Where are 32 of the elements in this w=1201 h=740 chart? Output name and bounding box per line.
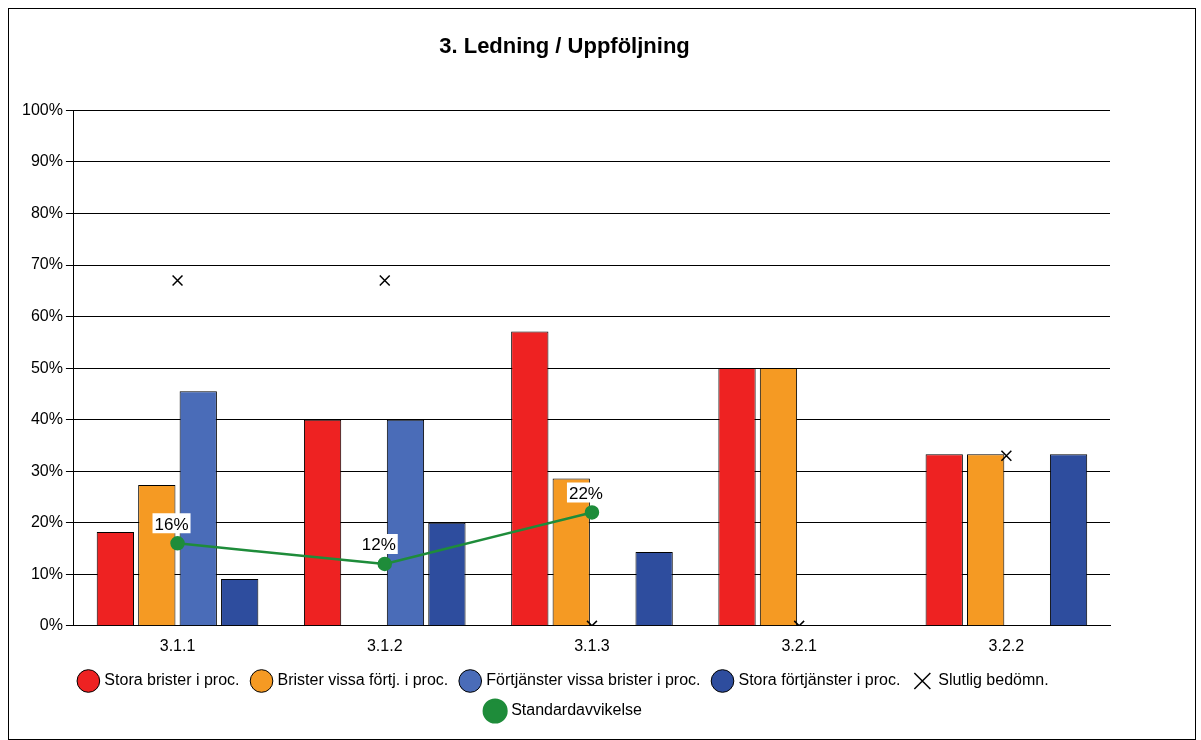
x-tick-label: 3.1.3 [574,636,610,654]
x-tick-label: 3.1.1 [159,636,196,654]
chart-title: 3. Ledning / Uppföljning [439,33,690,59]
point [171,274,184,287]
legend-label: Förtjänster vissa brister i proc. [486,671,701,689]
legend-label: Stora brister i proc. [104,671,240,689]
data-label: 22% [568,483,603,503]
x-tick-label: 3.2.2 [988,636,1025,654]
y-tick-label: 30% [30,461,63,479]
point [584,505,600,520]
x-tick-label: 3.2.1 [781,636,818,654]
legend-label: Slutlig bedömn. [938,671,1049,689]
legend-label: Brister vissa förtj. i proc. [277,671,449,689]
y-tick-label: 80% [30,203,63,221]
y-tick-label: 70% [30,255,63,273]
y-tick-label: 40% [30,410,63,428]
legend-label: Stora förtjänster i proc. [738,671,901,689]
point [379,274,391,287]
y-tick-label: 50% [30,358,63,376]
y-tick-label: 60% [30,306,63,324]
point [1000,450,1013,462]
x-tick-label: 3.1.2 [366,636,403,654]
y-tick-label: 20% [30,513,63,531]
y-tick-label: 100% [22,100,63,118]
data-label: 16% [154,514,189,534]
y-tick-label: 0% [39,616,63,634]
data-label: 12% [361,535,396,555]
legend-label: Standardavvikelse [511,701,642,719]
point [170,536,185,551]
y-tick-label: 10% [30,564,63,582]
point [377,556,392,572]
y-tick-label: 90% [30,152,63,170]
